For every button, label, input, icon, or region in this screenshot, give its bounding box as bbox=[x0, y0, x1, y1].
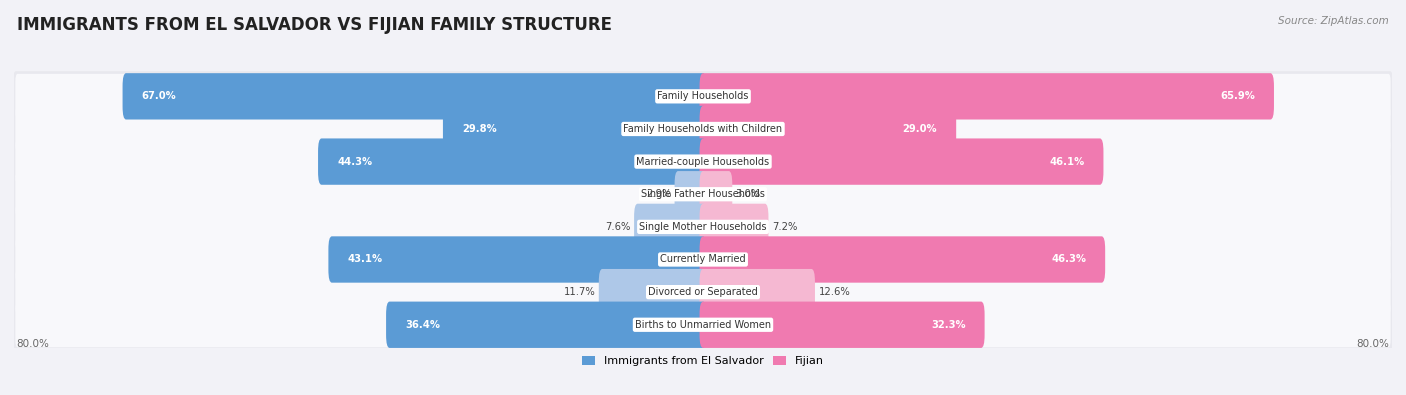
Text: 12.6%: 12.6% bbox=[818, 287, 851, 297]
Text: 11.7%: 11.7% bbox=[564, 287, 595, 297]
FancyBboxPatch shape bbox=[15, 74, 1391, 119]
FancyBboxPatch shape bbox=[700, 73, 1274, 120]
FancyBboxPatch shape bbox=[599, 269, 706, 315]
FancyBboxPatch shape bbox=[13, 104, 1393, 154]
Text: 7.2%: 7.2% bbox=[772, 222, 797, 232]
Text: Divorced or Separated: Divorced or Separated bbox=[648, 287, 758, 297]
Text: 3.0%: 3.0% bbox=[735, 189, 761, 199]
FancyBboxPatch shape bbox=[700, 138, 1104, 185]
FancyBboxPatch shape bbox=[13, 71, 1393, 122]
FancyBboxPatch shape bbox=[15, 237, 1391, 282]
FancyBboxPatch shape bbox=[634, 204, 706, 250]
FancyBboxPatch shape bbox=[15, 302, 1391, 347]
Text: 80.0%: 80.0% bbox=[17, 339, 49, 349]
FancyBboxPatch shape bbox=[700, 236, 1105, 283]
Text: 36.4%: 36.4% bbox=[405, 320, 440, 330]
Text: 29.0%: 29.0% bbox=[903, 124, 938, 134]
Text: 7.6%: 7.6% bbox=[606, 222, 631, 232]
FancyBboxPatch shape bbox=[675, 171, 706, 217]
Text: 43.1%: 43.1% bbox=[347, 254, 382, 265]
FancyBboxPatch shape bbox=[15, 270, 1391, 315]
Text: 2.9%: 2.9% bbox=[645, 189, 671, 199]
FancyBboxPatch shape bbox=[318, 138, 706, 185]
Text: Currently Married: Currently Married bbox=[661, 254, 745, 265]
Text: 65.9%: 65.9% bbox=[1220, 91, 1256, 102]
FancyBboxPatch shape bbox=[13, 169, 1393, 219]
Text: 80.0%: 80.0% bbox=[1357, 339, 1389, 349]
Text: 46.1%: 46.1% bbox=[1049, 156, 1084, 167]
FancyBboxPatch shape bbox=[13, 202, 1393, 252]
Text: 44.3%: 44.3% bbox=[337, 156, 373, 167]
FancyBboxPatch shape bbox=[13, 300, 1393, 350]
Text: Source: ZipAtlas.com: Source: ZipAtlas.com bbox=[1278, 16, 1389, 26]
Text: IMMIGRANTS FROM EL SALVADOR VS FIJIAN FAMILY STRUCTURE: IMMIGRANTS FROM EL SALVADOR VS FIJIAN FA… bbox=[17, 16, 612, 34]
FancyBboxPatch shape bbox=[13, 267, 1393, 317]
Text: Births to Unmarried Women: Births to Unmarried Women bbox=[636, 320, 770, 330]
FancyBboxPatch shape bbox=[15, 139, 1391, 184]
Text: 32.3%: 32.3% bbox=[931, 320, 966, 330]
FancyBboxPatch shape bbox=[13, 234, 1393, 285]
FancyBboxPatch shape bbox=[15, 172, 1391, 217]
FancyBboxPatch shape bbox=[329, 236, 706, 283]
Text: 67.0%: 67.0% bbox=[142, 91, 176, 102]
FancyBboxPatch shape bbox=[387, 302, 706, 348]
Legend: Immigrants from El Salvador, Fijian: Immigrants from El Salvador, Fijian bbox=[582, 356, 824, 366]
FancyBboxPatch shape bbox=[15, 204, 1391, 249]
FancyBboxPatch shape bbox=[15, 107, 1391, 152]
FancyBboxPatch shape bbox=[700, 269, 815, 315]
Text: 46.3%: 46.3% bbox=[1052, 254, 1087, 265]
FancyBboxPatch shape bbox=[13, 137, 1393, 187]
Text: 29.8%: 29.8% bbox=[461, 124, 496, 134]
FancyBboxPatch shape bbox=[700, 171, 733, 217]
Text: Family Households: Family Households bbox=[658, 91, 748, 102]
FancyBboxPatch shape bbox=[122, 73, 706, 120]
FancyBboxPatch shape bbox=[700, 302, 984, 348]
Text: Family Households with Children: Family Households with Children bbox=[623, 124, 783, 134]
FancyBboxPatch shape bbox=[443, 106, 706, 152]
FancyBboxPatch shape bbox=[700, 106, 956, 152]
FancyBboxPatch shape bbox=[700, 204, 769, 250]
Text: Single Mother Households: Single Mother Households bbox=[640, 222, 766, 232]
Text: Single Father Households: Single Father Households bbox=[641, 189, 765, 199]
Text: Married-couple Households: Married-couple Households bbox=[637, 156, 769, 167]
